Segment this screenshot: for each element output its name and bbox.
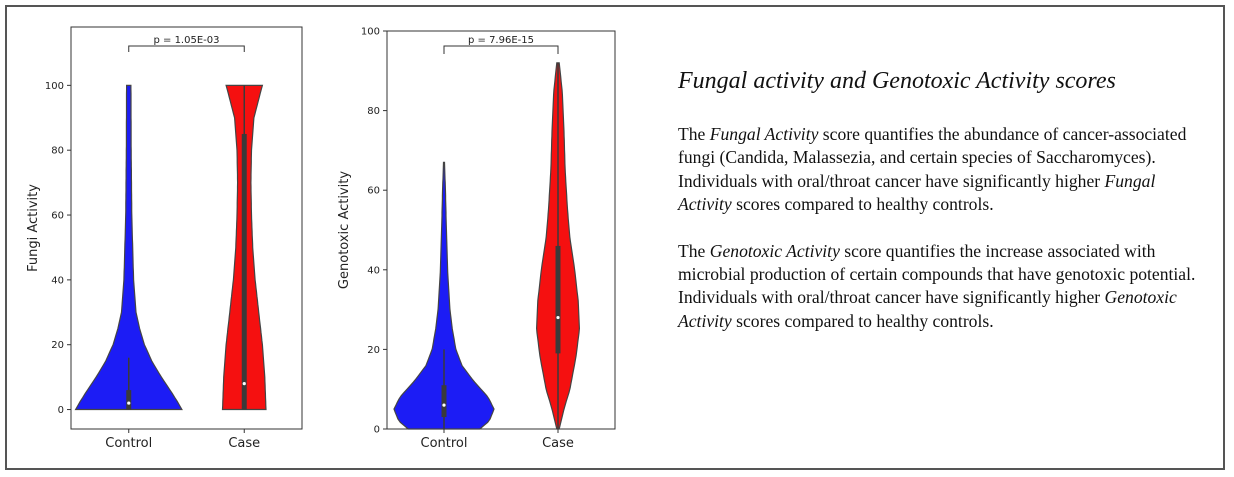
y-axis-label: Genotoxic Activity <box>337 171 352 289</box>
violin-iqr-box <box>241 133 247 410</box>
genotoxic-activity-paragraph: The Genotoxic Activity score quantifies … <box>678 240 1198 334</box>
y-tick-label: 20 <box>51 340 64 351</box>
axes-frame <box>386 30 616 430</box>
y-tick-label: 100 <box>45 81 64 92</box>
description-panel: Fungal activity and Genotoxic Activity s… <box>678 66 1198 356</box>
y-tick-label: 40 <box>51 275 64 286</box>
violin-median-dot <box>556 315 560 320</box>
significance-bracket <box>128 45 245 52</box>
violin-iqr-box <box>441 385 447 418</box>
p2-text-b: score quantifies the increase associated… <box>678 240 1196 308</box>
violin-control <box>74 84 183 411</box>
p1-text-a: The <box>678 124 710 144</box>
y-tick-label: 0 <box>58 405 64 416</box>
y-tick-label: 20 <box>367 345 380 356</box>
violin-control <box>393 161 495 430</box>
violin-median-dot <box>127 401 131 405</box>
y-tick-label: 0 <box>374 425 380 436</box>
p1-text-c: scores compared to healthy controls. <box>731 194 994 215</box>
violin-median-dot <box>442 403 446 407</box>
p1-emphasis-2: Fungal Activity <box>678 170 1156 215</box>
y-tick-label: 60 <box>51 211 64 222</box>
violin-iqr-box <box>555 245 561 354</box>
y-tick-label: 60 <box>367 186 380 197</box>
p2-text-c: scores compared to healthy controls. <box>731 310 994 331</box>
axes-frame <box>70 26 303 430</box>
x-tick-label: Case <box>542 436 574 451</box>
y-axis-label: Fungi Activity <box>26 184 41 272</box>
x-tick-label: Control <box>105 436 152 451</box>
panel-heading: Fungal activity and Genotoxic Activity s… <box>678 68 1116 94</box>
x-tick-label: Case <box>228 436 260 451</box>
y-tick-label: 40 <box>367 265 380 276</box>
p2-emphasis-2: Genotoxic Activity <box>678 287 1177 331</box>
violin-iqr-box <box>126 390 132 410</box>
fungi-activity-violin-chart: 0 20 40 60 80 100 Fungi Activity Control Case p =… <box>26 26 303 451</box>
p2-text-a: The <box>678 240 710 261</box>
violin-median-dot <box>242 382 246 386</box>
fungal-activity-paragraph: The Fungal Activity score quantifies the… <box>678 123 1198 217</box>
x-tick-label: Control <box>421 436 468 451</box>
y-tick-label: 80 <box>51 146 64 157</box>
significance-bracket <box>443 45 559 54</box>
p1-text-b: score quantifies the abundance of cancer… <box>678 124 1187 191</box>
y-tick-label: 100 <box>361 27 380 38</box>
p1-emphasis-1: Fungal Activity <box>709 124 819 144</box>
significance-label: p = 1.05E-03 <box>153 35 219 46</box>
y-tick-label: 80 <box>367 106 380 117</box>
significance-label: p = 7.96E-15 <box>468 35 534 46</box>
p2-emphasis-1: Genotoxic Activity <box>709 240 840 261</box>
genotoxic-activity-violin-chart: 0 20 40 60 80 100 Genotoxic Activity Control Cas… <box>337 27 616 451</box>
